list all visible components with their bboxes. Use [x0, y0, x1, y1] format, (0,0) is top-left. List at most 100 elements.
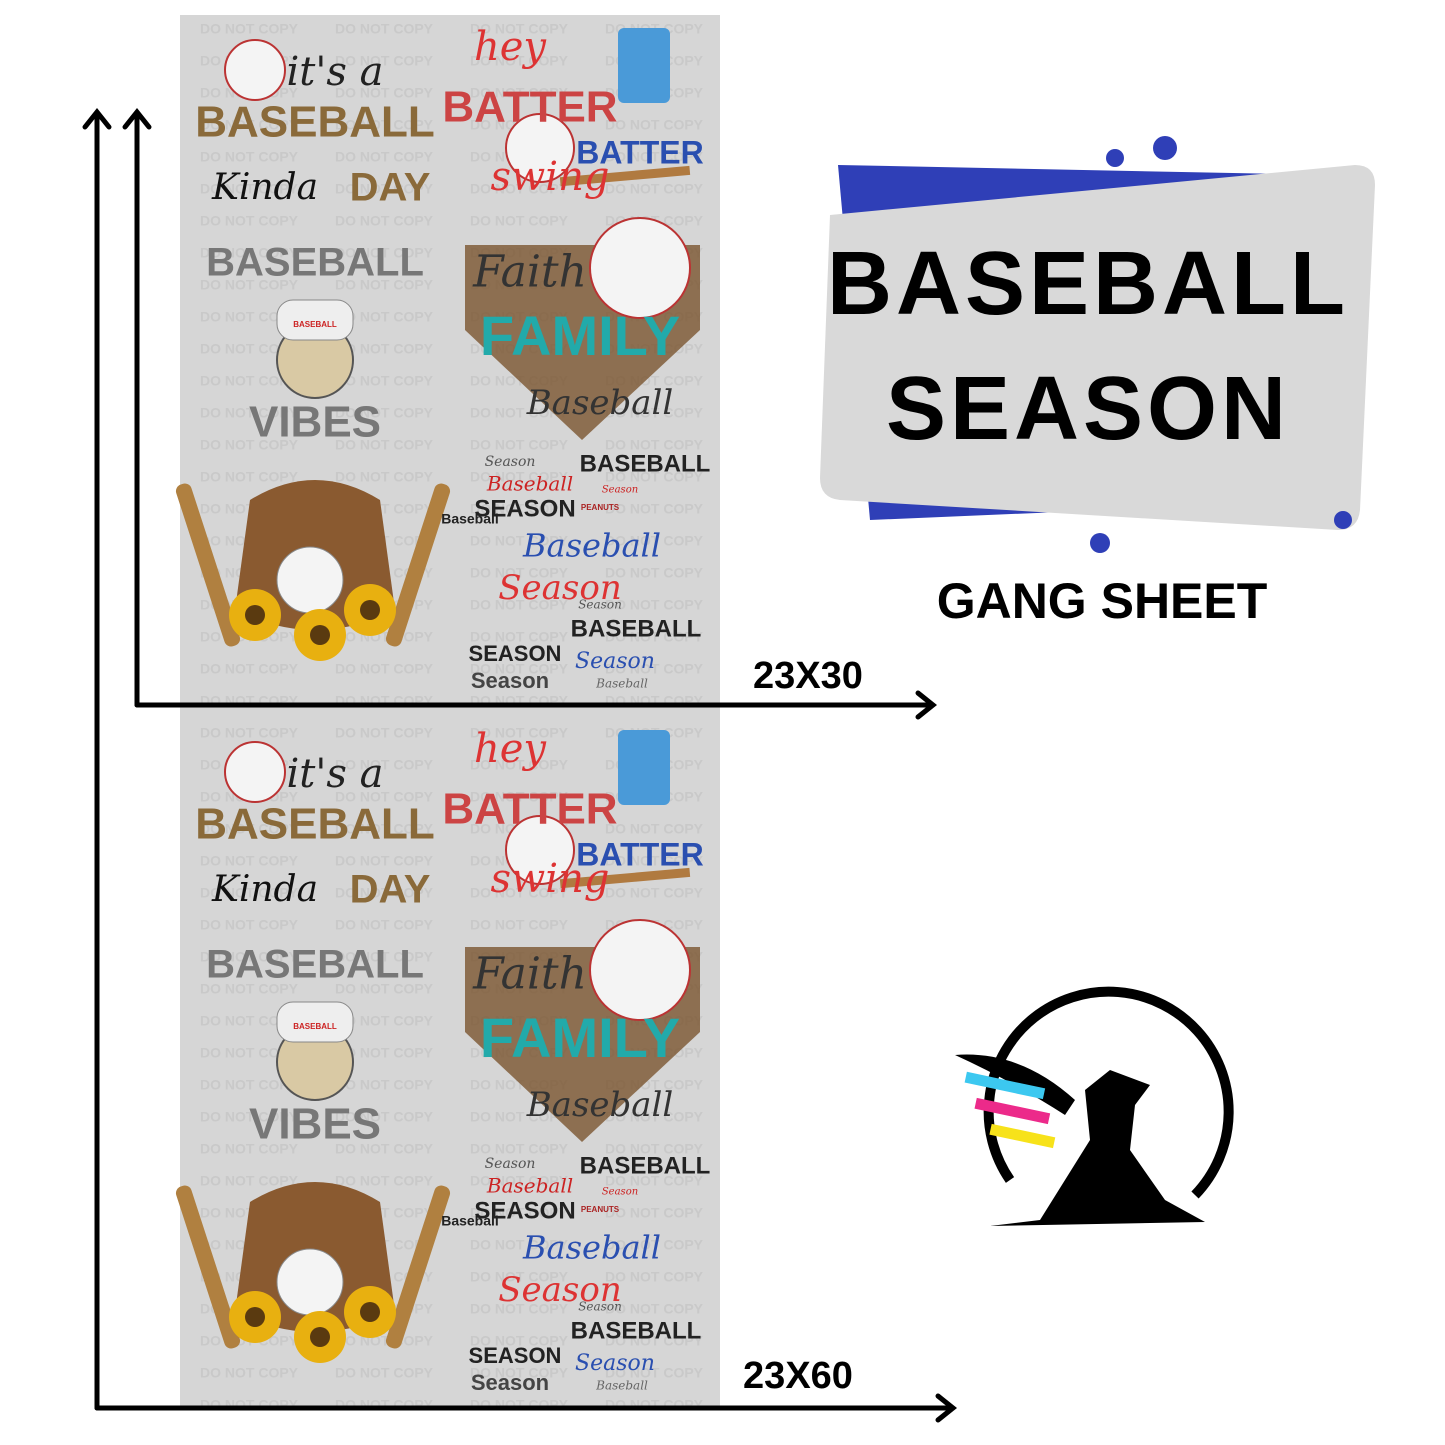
bat: [385, 1185, 451, 1349]
watermark: DO NOT COPY: [605, 661, 704, 677]
jersey: [618, 28, 670, 103]
logo-ring: [983, 986, 1234, 1199]
design-text: BASEBALL: [571, 615, 702, 642]
watermark: DO NOT COPY: [335, 757, 434, 773]
watermark: DO NOT COPY: [335, 981, 434, 997]
watermark: DO NOT COPY: [470, 533, 569, 549]
watermark: DO NOT COPY: [200, 437, 299, 453]
card-front: [820, 165, 1375, 530]
sunflower-center: [360, 600, 380, 620]
design-text: Faith: [472, 949, 587, 1000]
watermark: DO NOT COPY: [335, 181, 434, 197]
watermark: DO NOT COPY: [200, 309, 299, 325]
cap: [276, 299, 354, 341]
watermark: DO NOT COPY: [335, 949, 434, 965]
logo-stripe: [964, 1071, 1046, 1100]
sunflower-center: [310, 625, 330, 645]
watermark: DO NOT COPY: [200, 821, 299, 837]
watermark: DO NOT COPY: [200, 245, 299, 261]
arrow-head: [935, 1393, 958, 1423]
watermark: DO NOT COPY: [200, 1141, 299, 1157]
watermark: DO NOT COPY: [470, 885, 569, 901]
watermark: DO NOT COPY: [335, 789, 434, 805]
design-text: Season: [485, 1156, 536, 1172]
watermark: DO NOT COPY: [200, 661, 299, 677]
baseball: [276, 1248, 344, 1316]
bat: [385, 483, 451, 647]
watermark: DO NOT COPY: [470, 437, 569, 453]
watermark: DO NOT COPY: [335, 469, 434, 485]
watermark: DO NOT COPY: [335, 53, 434, 69]
watermark: DO NOT COPY: [335, 725, 434, 741]
design-text: DAY: [350, 868, 431, 912]
watermark: DO NOT COPY: [470, 1205, 569, 1221]
watermark: DO NOT COPY: [605, 629, 704, 645]
cap: [276, 1001, 354, 1043]
watermark: DO NOT COPY: [605, 117, 704, 133]
watermark: DO NOT COPY: [605, 1173, 704, 1189]
watermark: DO NOT COPY: [335, 821, 434, 837]
title-line: SEASON: [886, 359, 1290, 459]
design-text: Season: [471, 1370, 549, 1395]
watermark: DO NOT COPY: [470, 597, 569, 613]
design-text: FAMILY: [480, 1006, 680, 1069]
watermark: DO NOT COPY: [470, 1109, 569, 1125]
watermark: DO NOT COPY: [470, 1333, 569, 1349]
watermark: DO NOT COPY: [200, 149, 299, 165]
baseball: [276, 546, 344, 614]
watermark: DO NOT COPY: [335, 885, 434, 901]
design-text: SEASON: [469, 1343, 562, 1368]
watermark: DO NOT COPY: [335, 21, 434, 37]
design-text: Faith: [472, 247, 587, 298]
watermark: DO NOT COPY: [470, 1269, 569, 1285]
subtitle: GANG SHEET: [937, 573, 1268, 629]
sunflower-center: [310, 1327, 330, 1347]
logo-stripe: [989, 1123, 1056, 1149]
watermark: DO NOT COPY: [335, 661, 434, 677]
watermark: DO NOT COPY: [335, 405, 434, 421]
design-text: BASEBALL: [206, 241, 424, 285]
design-text: BASEBALL: [571, 1317, 702, 1344]
arrow-head: [122, 107, 152, 130]
watermark: DO NOT COPY: [200, 1173, 299, 1189]
design-text: BASEBALL: [195, 98, 435, 147]
watermark: DO NOT COPY: [605, 1365, 704, 1381]
bat: [559, 867, 691, 889]
watermark: DO NOT COPY: [605, 501, 704, 517]
watermark: DO NOT COPY: [200, 981, 299, 997]
watermark: DO NOT COPY: [200, 725, 299, 741]
design-text: PEANUTS: [581, 1205, 620, 1214]
design-text: Baseball: [526, 383, 674, 423]
arrow-head: [915, 690, 938, 720]
watermark: DO NOT COPY: [335, 1109, 434, 1125]
design-text: Season: [602, 485, 638, 496]
watermark: DO NOT COPY: [200, 1013, 299, 1029]
watermark: DO NOT COPY: [470, 21, 569, 37]
watermark: DO NOT COPY: [200, 277, 299, 293]
watermark: DO NOT COPY: [335, 1141, 434, 1157]
design-text: Baseball: [595, 677, 648, 691]
design-text: VIBES: [249, 1100, 381, 1149]
jersey: [618, 730, 670, 805]
title-line: BASEBALL: [827, 234, 1349, 334]
watermark: DO NOT COPY: [200, 469, 299, 485]
watermark: DO NOT COPY: [335, 1013, 434, 1029]
watermark: DO NOT COPY: [470, 789, 569, 805]
watermark: DO NOT COPY: [470, 565, 569, 581]
watermark: DO NOT COPY: [335, 117, 434, 133]
watermark: DO NOT COPY: [335, 373, 434, 389]
watermark: DO NOT COPY: [470, 1301, 569, 1317]
watermark: DO NOT COPY: [470, 1365, 569, 1381]
design-text: Season: [498, 568, 622, 608]
watermark: DO NOT COPY: [335, 277, 434, 293]
watermark: DO NOT COPY: [335, 149, 434, 165]
baseball: [224, 741, 286, 803]
design-text: FAMILY: [480, 304, 680, 367]
watermark: DO NOT COPY: [335, 437, 434, 453]
watermark: DO NOT COPY: [605, 885, 704, 901]
design-text: BASEBALL: [195, 800, 435, 849]
watermark: DO NOT COPY: [605, 565, 704, 581]
design-text: Season: [578, 598, 622, 612]
design-text: Season: [602, 1187, 638, 1198]
